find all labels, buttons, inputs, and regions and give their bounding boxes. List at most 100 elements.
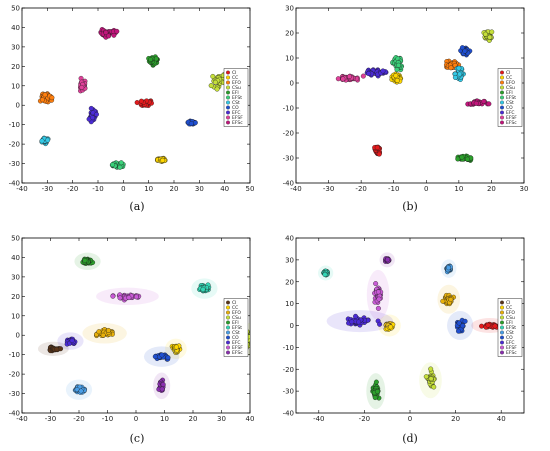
- data-point: [455, 156, 461, 162]
- y-tick-label: 10: [285, 55, 294, 63]
- legend-label: EFSF: [506, 345, 517, 351]
- scatter-points: [335, 29, 495, 163]
- data-point: [78, 388, 84, 394]
- cluster-11: [465, 98, 492, 107]
- legend-marker: [226, 70, 230, 75]
- x-tick-label: 0: [121, 185, 125, 193]
- scatter-points: [317, 252, 509, 410]
- x-tick-label: 20: [189, 415, 198, 423]
- data-point: [49, 95, 55, 101]
- legend-marker: [500, 315, 504, 320]
- cluster-5: [74, 252, 101, 270]
- data-point: [462, 318, 468, 324]
- cluster-3: [389, 71, 404, 85]
- x-tick-label: -20: [359, 415, 370, 423]
- legend-marker: [500, 325, 504, 330]
- panel-2: -40 -30 -20 -10 0 10 20 30 -40 -30 -20 -10 0 10 20 30 CI…: [283, 5, 529, 214]
- data-point: [88, 105, 94, 111]
- data-point: [152, 354, 158, 360]
- data-point: [103, 30, 109, 36]
- cluster-11: [153, 372, 171, 400]
- x-tick-label: -30: [323, 185, 334, 193]
- x-tick-label: 0: [408, 415, 412, 423]
- legend-label: EFC: [506, 340, 515, 346]
- legend-label: EFI: [232, 90, 239, 96]
- legend-label: CC: [232, 75, 238, 81]
- cluster-6: [317, 265, 334, 281]
- legend-marker: [500, 120, 504, 125]
- data-point: [96, 329, 102, 335]
- legend-label: EFSc: [232, 120, 243, 126]
- cluster-9: [326, 310, 394, 333]
- data-point: [349, 319, 355, 325]
- cluster-7: [39, 135, 51, 147]
- data-point: [375, 305, 381, 311]
- cluster-10: [335, 73, 366, 83]
- cluster-5: [146, 54, 160, 68]
- data-point: [394, 78, 400, 84]
- cluster-3: [165, 338, 187, 360]
- y-tick-label: -20: [9, 141, 20, 149]
- data-point: [448, 65, 454, 71]
- data-point: [159, 352, 165, 358]
- y-tick-label: 30: [285, 5, 294, 13]
- x-tick-label: 0: [134, 415, 138, 423]
- data-point: [423, 374, 429, 380]
- y-tick-label: 0: [290, 80, 294, 88]
- data-point: [340, 76, 346, 82]
- legend-marker: [500, 85, 504, 90]
- legend-label: EFSt: [506, 95, 516, 101]
- data-point: [214, 86, 220, 92]
- data-point: [110, 293, 116, 299]
- x-tick-label: 40: [220, 185, 229, 193]
- cluster-2: [443, 58, 462, 71]
- cluster-6: [390, 55, 404, 73]
- legend-marker: [226, 110, 230, 115]
- data-point: [159, 386, 165, 392]
- x-tick-label: -40: [16, 185, 27, 193]
- data-point: [212, 79, 218, 85]
- x-tick-label: 0: [424, 185, 428, 193]
- y-tick-label: 0: [16, 102, 20, 110]
- data-point: [100, 332, 106, 338]
- legend-label: CC: [232, 305, 238, 311]
- x-tick-label: 50: [246, 185, 255, 193]
- data-point: [473, 100, 479, 106]
- legend-marker: [500, 115, 504, 120]
- legend-label: EFI: [506, 90, 513, 96]
- legend-label: CI: [506, 70, 510, 76]
- x-tick-label: -40: [313, 415, 324, 423]
- x-tick-label: -10: [92, 185, 103, 193]
- legend-marker: [500, 80, 504, 85]
- legend-marker: [226, 315, 230, 320]
- cluster-11: [379, 252, 395, 268]
- data-point: [118, 160, 124, 166]
- cluster-10: [96, 287, 159, 306]
- data-point: [462, 48, 468, 54]
- y-tick-label: 20: [285, 278, 294, 286]
- cluster-4: [419, 362, 442, 399]
- y-tick-label: 50: [11, 235, 20, 243]
- legend-marker: [226, 340, 230, 345]
- data-point: [356, 319, 362, 325]
- legend-label: EFC: [232, 340, 241, 346]
- y-tick-label: 30: [11, 273, 20, 281]
- legend-label: CSt: [232, 100, 240, 106]
- data-point: [39, 138, 45, 144]
- data-point: [90, 115, 96, 121]
- legend-label: EFC: [506, 110, 515, 116]
- cluster-8: [458, 45, 473, 58]
- legend-label: CI: [232, 70, 236, 76]
- data-point: [385, 257, 391, 263]
- legend-label: CI: [232, 300, 236, 306]
- data-point: [375, 289, 381, 295]
- legend-marker: [500, 90, 504, 95]
- y-tick-label: 10: [11, 82, 20, 90]
- legend-label: EFO: [232, 80, 241, 86]
- legend-label: CC: [506, 305, 512, 311]
- cluster-10: [366, 269, 390, 320]
- data-point: [374, 145, 380, 150]
